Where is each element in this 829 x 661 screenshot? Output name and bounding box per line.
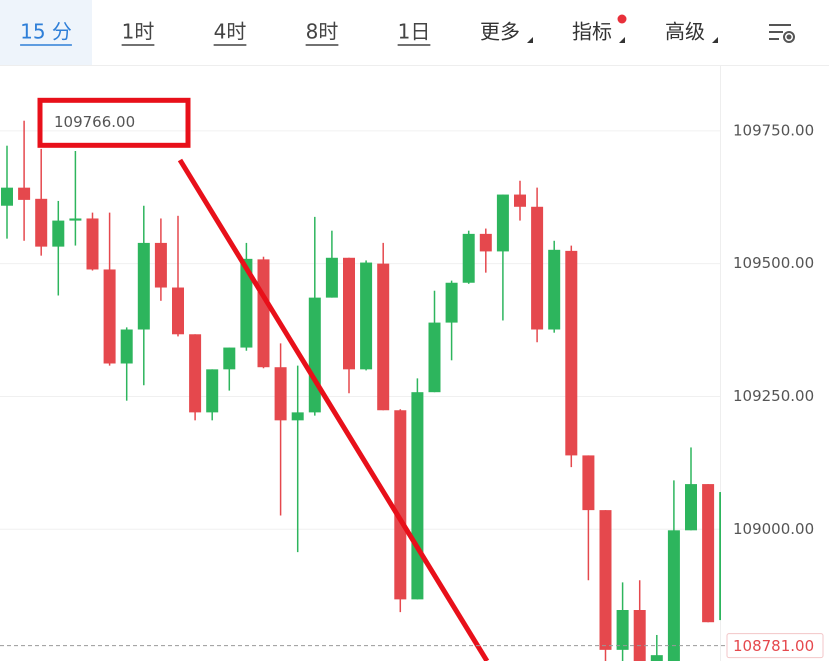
candle-body (343, 257, 355, 370)
candle-body (137, 242, 150, 330)
candle-body (308, 297, 321, 413)
candle-body (172, 287, 184, 335)
candle-body (428, 322, 441, 393)
period-tab[interactable]: 1日 (398, 20, 431, 44)
candle-body (633, 610, 646, 661)
candle-body (702, 484, 715, 623)
candle-body (120, 329, 133, 364)
period-tab[interactable]: 4时 (214, 20, 247, 44)
period-tab[interactable]: 15 分 (20, 20, 72, 44)
y-tick-label: 109500.00 (733, 254, 814, 272)
settings-icon[interactable] (769, 24, 795, 43)
candle-body (52, 220, 65, 247)
drawn-trend-line (177, 158, 490, 661)
candle-body (257, 259, 270, 368)
candle-body (685, 484, 697, 531)
menu-tab[interactable]: 更多 (480, 20, 520, 44)
candle-body (377, 263, 390, 411)
period-tab[interactable]: 1时 (122, 20, 155, 44)
candle-body (291, 412, 304, 421)
menu-arrow (527, 37, 533, 43)
candle-body (394, 410, 407, 600)
notice-dot (617, 14, 627, 24)
candle-body (189, 334, 202, 413)
candle-body (206, 369, 219, 413)
last-price-box (726, 633, 824, 659)
candle-body (565, 250, 578, 456)
candle-body (86, 218, 99, 270)
last-price-label: 108781.00 (733, 637, 814, 655)
candle-body (445, 282, 458, 323)
candle-body (18, 187, 31, 200)
candle-body (240, 258, 253, 348)
overlay: 108781.00 109766.00 (0, 97, 824, 659)
menu-tab[interactable]: 指标 (572, 20, 612, 44)
candle-body (650, 655, 663, 661)
candle-body (274, 367, 287, 421)
candle-body (411, 392, 424, 600)
candles (1, 120, 721, 661)
candle-body (1, 187, 13, 206)
candle-body (360, 262, 373, 370)
period-tab[interactable]: 8时 (306, 20, 339, 44)
candle-body (548, 249, 561, 330)
candle-body (667, 530, 680, 661)
candle-body (514, 194, 526, 207)
y-tick-label: 109250.00 (733, 387, 814, 405)
candle-body (616, 610, 629, 650)
selected-tab-bg (0, 0, 92, 65)
candle-body (154, 242, 167, 288)
annotation-label: 109766.00 (54, 113, 135, 131)
y-tick-label: 109000.00 (733, 520, 814, 538)
candle-body (35, 198, 48, 247)
candle-body (103, 269, 116, 364)
menu-arrow (619, 37, 625, 43)
candle-body (582, 455, 595, 511)
candle-body (325, 257, 338, 298)
candle-body (462, 233, 475, 283)
candle-body (719, 492, 721, 621)
candle-body (496, 194, 509, 252)
menu-tab[interactable]: 高级 (665, 20, 705, 44)
candle-body (531, 206, 544, 330)
candle-body (599, 510, 612, 650)
candle-body (479, 233, 492, 252)
annotation-box (37, 97, 191, 148)
y-tick-label: 109750.00 (733, 121, 814, 139)
candle-body (223, 347, 236, 370)
candle-body (69, 218, 82, 221)
menu-arrow (712, 37, 718, 43)
